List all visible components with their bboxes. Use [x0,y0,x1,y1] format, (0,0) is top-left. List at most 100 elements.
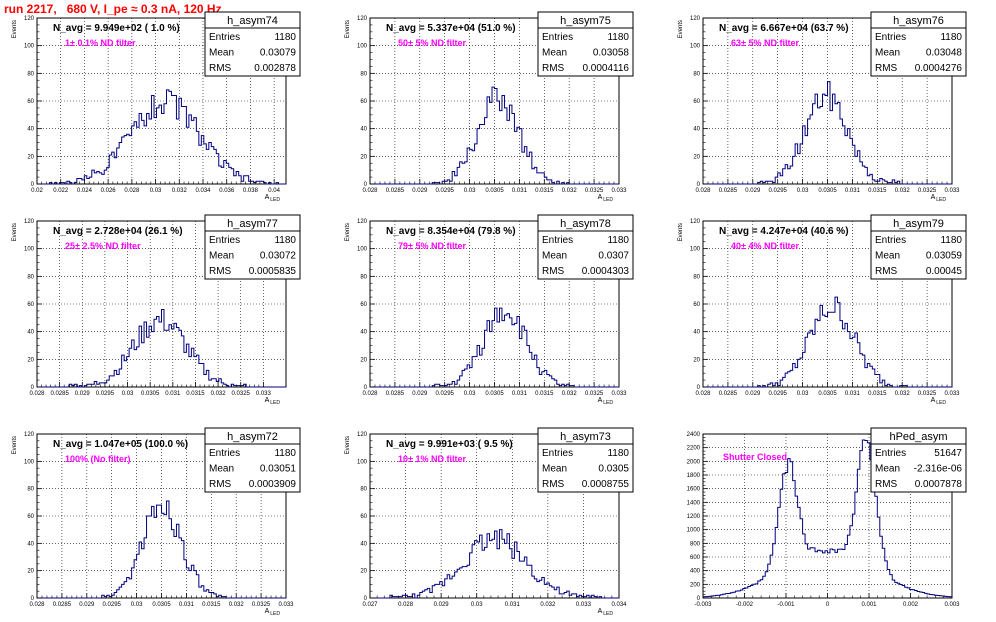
y-tick-label: 120 [690,16,701,22]
stats-value-mean: -2.316e-06 [914,464,963,475]
navg-label: N_avg = 1.047e+05 (100.0 %) [53,439,188,450]
stats-box [537,427,634,493]
filter-label: 40± 4% ND filter [731,241,799,251]
x-tick-label: 0.0305 [485,188,504,194]
y-tick-label: 120 [357,432,368,438]
y-tick-label: 1800 [687,473,701,479]
histogram-line-h_asym74 [37,89,286,185]
x-tick-label: 0.032 [540,602,556,608]
stats-key-entries: Entries [209,235,240,246]
x-tick-label: 0.0285 [719,391,738,397]
x-tick-label: 0.0315 [868,188,887,194]
x-tick-label: 0.029 [745,391,761,397]
stats-title: h_asym75 [560,15,611,27]
panel-hPed_asym: -0.003 -0.002 -0.001 0 0.001 0.002 0.003 0 200 40… [687,427,967,608]
stats-value-entries: 1180 [274,448,296,459]
x-tick-label: 0.003 [944,602,960,608]
y-tick-label: 1400 [687,500,701,506]
x-axis-label: ALED [265,608,281,617]
stats-title: h_asym77 [227,218,278,230]
stats-key-entries: Entries [542,32,573,43]
x-tick-label: 0.03 [131,602,143,608]
y-tick-label: 40 [27,127,34,133]
stats-value-entries: 1180 [274,32,296,43]
stats-value-mean: 0.03079 [260,48,297,59]
y-tick-label: 20 [27,357,34,363]
y-tick-label: 2400 [687,432,701,438]
stats-key-entries: Entries [875,448,906,459]
filter-label: 100% (No filter) [65,454,131,464]
x-tick-label: 0.022 [53,188,69,194]
stats-key-rms: RMS [875,479,898,490]
stats-key-rms: RMS [209,266,232,277]
panel-h_asym73: 0.027 0.028 0.029 0.03 0.031 0.032 0.033 0.034 0… [345,427,634,617]
x-tick-label: 0.0325 [918,188,937,194]
y-tick-label: 120 [357,219,368,225]
stats-value-rms: 0.0008755 [582,479,630,490]
y-tick-label: 80 [27,274,34,280]
x-tick-label: 0.0315 [202,602,221,608]
histogram-line-hPed_asym [702,439,953,598]
stats-value-entries: 1180 [940,32,962,43]
x-tick-label: 0.029 [745,188,761,194]
x-tick-label: 0.002 [903,602,919,608]
stats-value-entries: 1180 [940,235,962,246]
x-tick-label: 0.0305 [141,391,160,397]
y-axis-label: Events [12,436,18,454]
x-tick-label: 0.0295 [769,391,788,397]
x-tick-label: 0.0295 [436,188,455,194]
y-axis-label: Events [12,223,18,241]
x-tick-label: 0.029 [79,602,95,608]
stats-key-entries: Entries [542,448,573,459]
x-tick-label: 0.001 [861,602,877,608]
x-tick-label: 0.032 [229,602,245,608]
y-tick-label: 800 [690,541,701,547]
stats-value-mean: 0.03059 [926,251,963,262]
x-tick-label: 0.033 [278,602,294,608]
stats-value-entries: 1180 [607,32,629,43]
filter-label: 50± 5% ND filter [398,38,466,48]
y-tick-label: 0 [697,182,701,188]
stats-box [870,427,967,493]
filter-label: 1± 0.1% ND filter [65,38,136,48]
x-tick-label: 0.031 [845,188,861,194]
navg-label: N_avg = 9.949e+02 ( 1.0 %) [53,23,180,34]
x-tick-label: 0.0305 [152,602,171,608]
y-tick-label: 0 [697,385,701,391]
y-tick-label: 120 [24,219,35,225]
stats-title: h_asym74 [227,15,278,27]
x-tick-label: 0.033 [944,188,960,194]
x-tick-label: 0.029 [75,391,91,397]
stats-key-rms: RMS [875,266,898,277]
stats-value-rms: 0.002878 [254,63,296,74]
x-tick-label: -0.002 [736,602,754,608]
stats-box [537,214,634,280]
y-tick-label: 600 [690,555,701,561]
y-axis-label: Events [12,20,18,38]
stats-value-mean: 0.03072 [260,251,297,262]
y-tick-label: 40 [360,127,367,133]
y-tick-label: 200 [690,582,701,588]
y-tick-label: 100 [357,247,368,253]
panel-h_asym76: 0.028 0.0285 0.029 0.0295 0.03 0.0305 0.031 0.0… [678,11,967,203]
stats-key-entries: Entries [209,32,240,43]
x-tick-label: 0.028 [362,188,378,194]
x-axis-label: ALED [598,194,614,203]
x-tick-label: 0.0295 [769,188,788,194]
x-axis-label: ALED [598,397,614,406]
x-tick-label: 0.0305 [818,188,837,194]
x-tick-label: 0.028 [362,391,378,397]
y-tick-label: 120 [690,219,701,225]
panel-h_asym79: 0.028 0.0285 0.029 0.0295 0.03 0.0305 0.031 0.0… [678,214,967,406]
y-tick-label: 60 [27,99,34,105]
x-tick-label: 0.04 [268,188,280,194]
y-tick-label: 40 [360,541,367,547]
panel-h_asym78: 0.028 0.0285 0.029 0.0295 0.03 0.0305 0.031 0.0… [345,214,634,406]
panel-h_asym75: 0.028 0.0285 0.029 0.0295 0.03 0.0305 0.031 0.0… [345,11,634,203]
y-tick-label: 80 [27,487,34,493]
x-tick-label: 0.0325 [232,391,251,397]
x-tick-label: 0.0285 [386,391,405,397]
x-tick-label: 0.0305 [485,391,504,397]
y-tick-label: 60 [360,302,367,308]
y-axis-label: Events [345,20,351,38]
